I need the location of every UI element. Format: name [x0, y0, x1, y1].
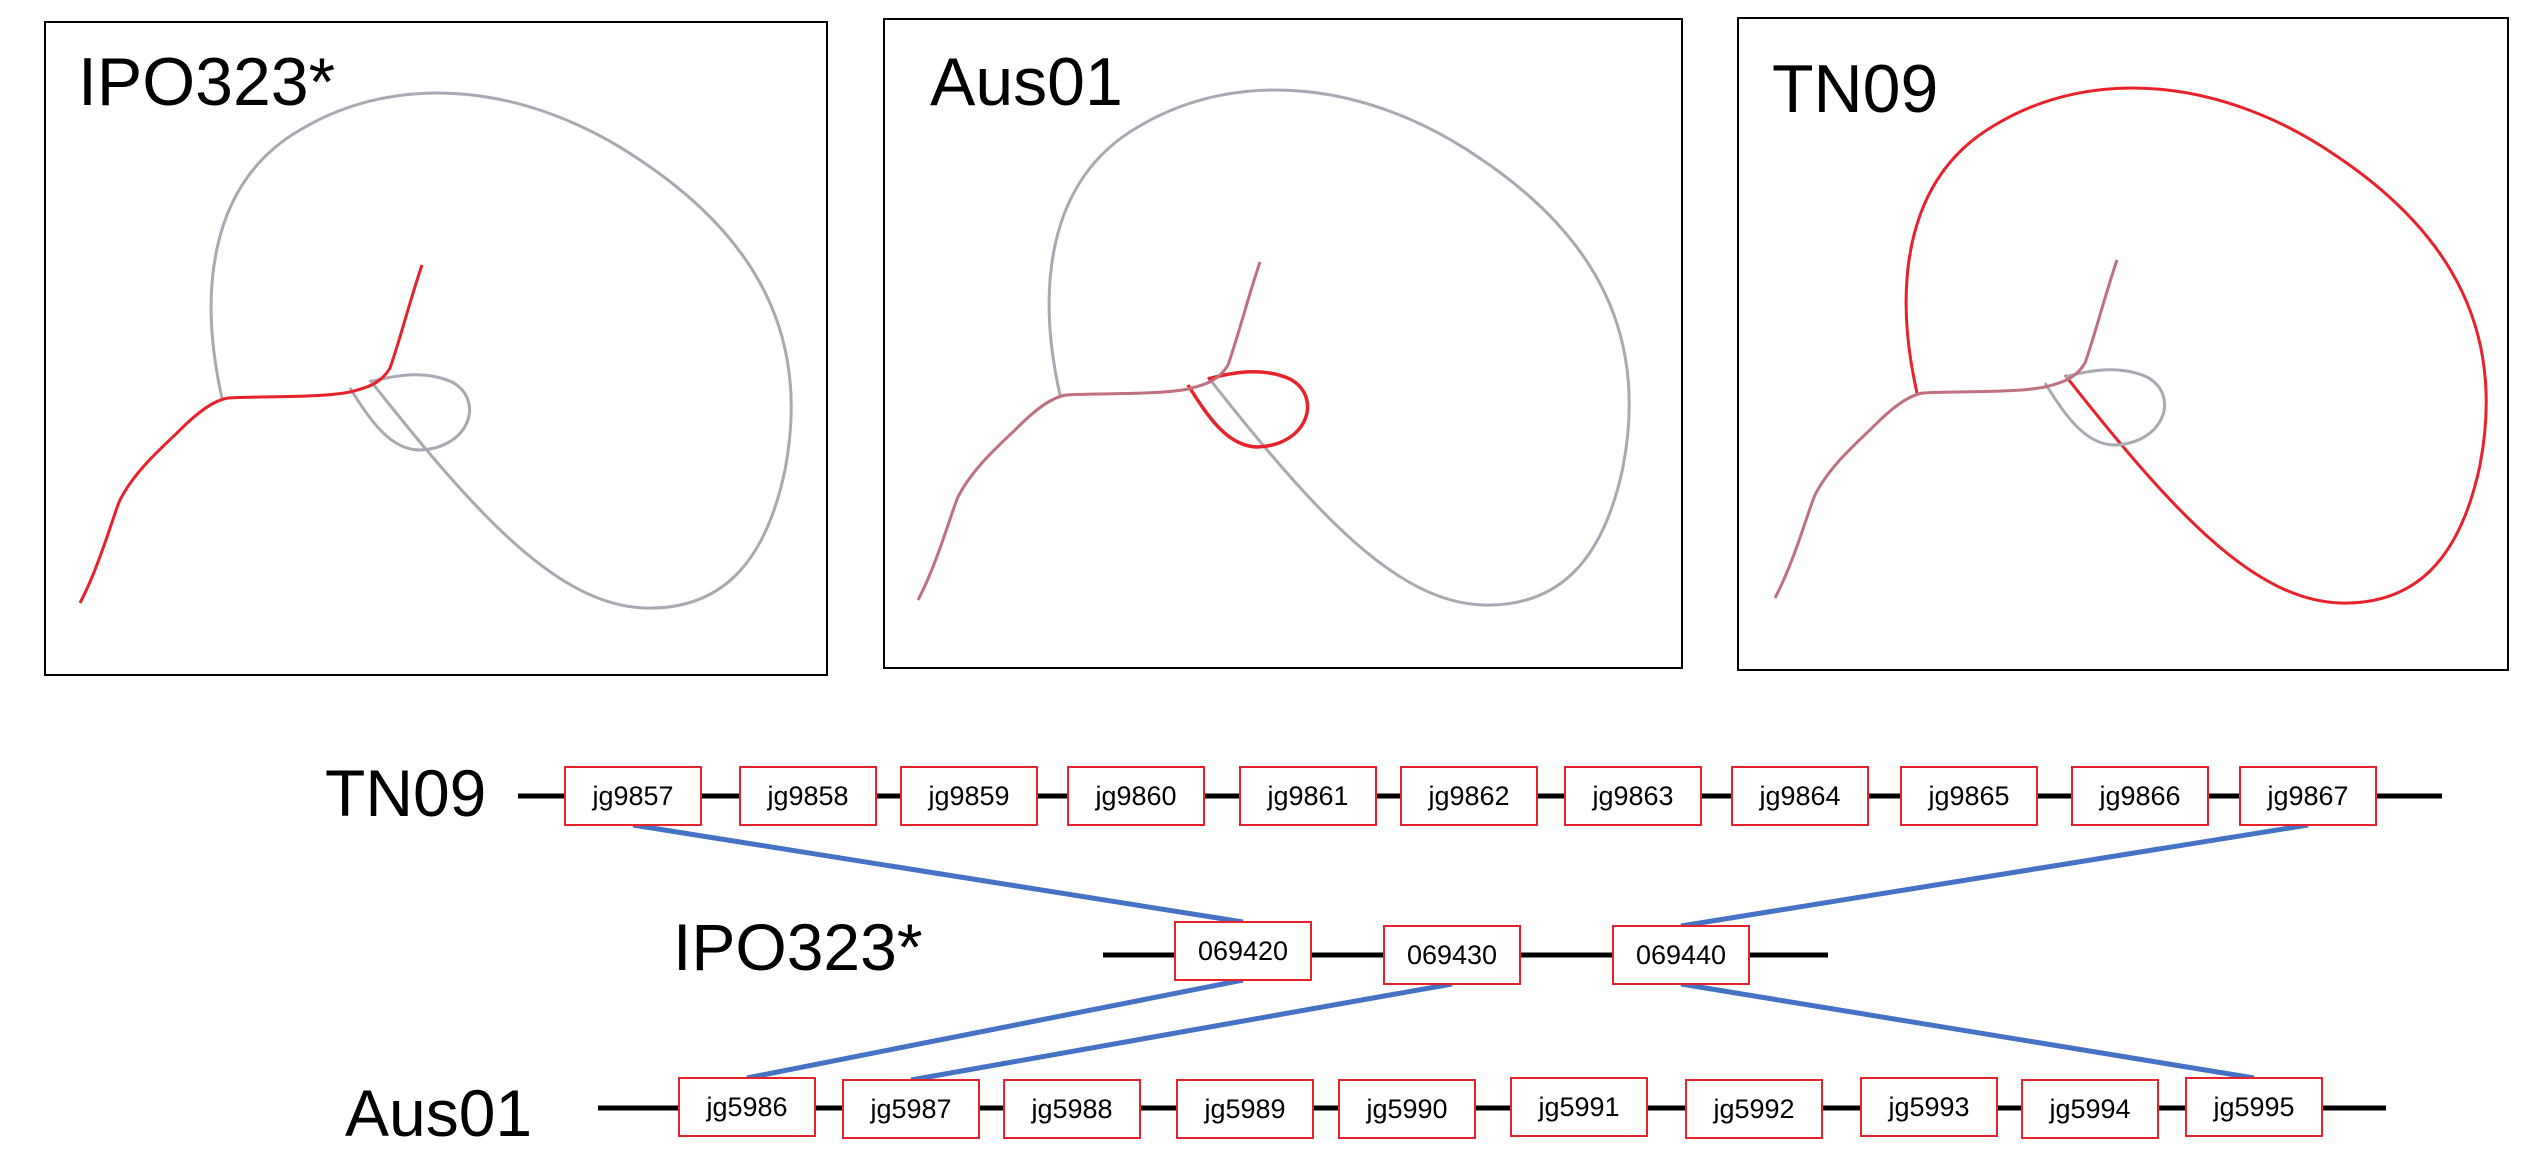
gene-label: jg5994	[2048, 1094, 2130, 1124]
track-label: TN09	[325, 756, 486, 830]
gene-box: jg5987	[843, 1080, 979, 1138]
track-ipo323: IPO323* 069420 069430 069440	[673, 910, 1828, 984]
gene-label: jg9860	[1094, 781, 1176, 811]
gene-label: 069430	[1407, 940, 1497, 970]
gene-label: 069440	[1636, 940, 1726, 970]
gene-box: jg5992	[1686, 1080, 1822, 1138]
gene-box: 069420	[1175, 922, 1311, 980]
gene-label: jg5991	[1537, 1092, 1619, 1122]
track-label: Aus01	[345, 1076, 532, 1150]
gene-label: jg5992	[1712, 1094, 1794, 1124]
gene-box: 069440	[1613, 926, 1749, 984]
panel-ipo323: IPO323*	[45, 22, 827, 675]
gene-label: jg9857	[591, 781, 673, 811]
gene-box: jg9863	[1565, 767, 1701, 825]
gene-label: 069420	[1198, 936, 1288, 966]
gene-box: jg5991	[1511, 1078, 1647, 1136]
gene-label: jg9863	[1591, 781, 1673, 811]
gene-label: jg5990	[1365, 1094, 1447, 1124]
gene-box: jg9857	[565, 767, 701, 825]
gene-label: jg9865	[1927, 781, 2009, 811]
gene-label: jg9867	[2266, 781, 2348, 811]
synteny-link	[1681, 984, 2254, 1078]
gene-label: jg5986	[705, 1092, 787, 1122]
gene-label: jg5987	[869, 1094, 951, 1124]
gene-label: jg9862	[1427, 781, 1509, 811]
gene-box: jg9867	[2240, 767, 2376, 825]
gene-box: jg9866	[2072, 767, 2208, 825]
track-aus01: Aus01 jg5986 jg5987 jg5988 jg5989 jg5990…	[345, 1076, 2386, 1150]
synteny-diagram: TN09 jg9857 jg9858 jg9859 jg9860 jg9861 …	[325, 756, 2442, 1150]
gene-box: jg9865	[1901, 767, 2037, 825]
track-label: IPO323*	[673, 910, 923, 984]
gene-label: jg9861	[1266, 781, 1348, 811]
gene-box: jg5994	[2022, 1080, 2158, 1138]
gene-box: jg5993	[1861, 1078, 1997, 1136]
gene-box: jg9858	[740, 767, 876, 825]
gene-box: jg9864	[1732, 767, 1868, 825]
gene-label: jg5995	[2212, 1092, 2294, 1122]
panel-title: Aus01	[930, 44, 1123, 120]
gene-box: 069430	[1384, 926, 1520, 984]
panel-title: IPO323*	[78, 44, 335, 120]
gene-label: jg9858	[766, 781, 848, 811]
gene-box: jg5990	[1339, 1080, 1475, 1138]
gene-label: jg5988	[1030, 1094, 1112, 1124]
gene-box: jg9859	[901, 767, 1037, 825]
gene-box: jg9862	[1401, 767, 1537, 825]
panel-title: TN09	[1772, 51, 1938, 127]
gene-label: jg9864	[1758, 781, 1840, 811]
track-tn09: TN09 jg9857 jg9858 jg9859 jg9860 jg9861 …	[325, 756, 2442, 830]
gene-label: jg9859	[927, 781, 1009, 811]
gene-box: jg5986	[679, 1078, 815, 1136]
panel-aus01: Aus01	[884, 19, 1682, 668]
gene-label: jg5993	[1887, 1092, 1969, 1122]
gene-box: jg5995	[2186, 1078, 2322, 1136]
gene-box: jg5989	[1177, 1080, 1313, 1138]
gene-box: jg9861	[1240, 767, 1376, 825]
gene-box: jg9860	[1068, 767, 1204, 825]
gene-label: jg5989	[1203, 1094, 1285, 1124]
panel-tn09: TN09	[1738, 18, 2508, 670]
synteny-link	[633, 825, 1243, 922]
gene-label: jg9866	[2098, 781, 2180, 811]
gene-box: jg5988	[1004, 1080, 1140, 1138]
synteny-link	[1681, 825, 2308, 926]
